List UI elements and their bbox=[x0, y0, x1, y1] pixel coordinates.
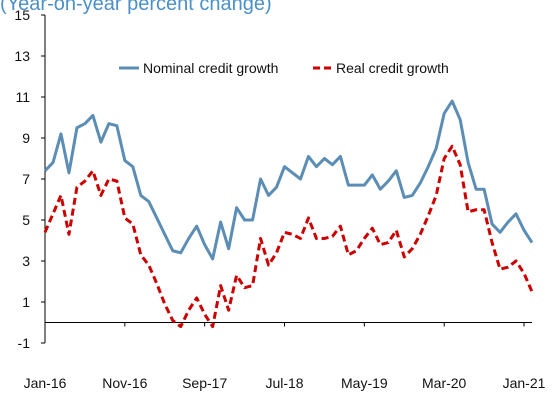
legend-nominal-credit-growth: Nominal credit growth bbox=[119, 60, 278, 76]
y-tick-label: -1 bbox=[18, 335, 31, 351]
legend-layer: Nominal credit growth Real credit growth bbox=[119, 60, 449, 76]
legend-real-credit-growth: Real credit growth bbox=[313, 60, 449, 76]
y-tick-label: 9 bbox=[22, 130, 30, 146]
y-tick-label: 13 bbox=[14, 48, 30, 64]
series-nominal-credit-growth bbox=[43, 99, 534, 261]
x-tick-label: Nov-16 bbox=[102, 375, 147, 391]
x-tick-label: Jul-18 bbox=[265, 375, 303, 391]
x-tick-label: Jan-16 bbox=[24, 375, 67, 391]
series-real-credit-growth bbox=[43, 144, 534, 329]
x-tick-label: Sep-17 bbox=[182, 375, 227, 391]
legend-label: Real credit growth bbox=[336, 60, 449, 76]
y-tick-label: 11 bbox=[15, 89, 30, 105]
y-tick-label: 1 bbox=[22, 294, 30, 310]
y-tick-label: 3 bbox=[22, 253, 30, 269]
chart-title: (Year-on-year percent change) bbox=[0, 0, 272, 15]
title-layer: (Year-on-year percent change) bbox=[0, 0, 272, 15]
x-tick-label: Jan-21 bbox=[503, 375, 546, 391]
legend-label: Nominal credit growth bbox=[143, 60, 278, 76]
y-tick-label: 5 bbox=[22, 212, 30, 228]
y-tick-label: 7 bbox=[22, 171, 30, 187]
series-layer bbox=[43, 99, 534, 329]
y-tick-label: 15 bbox=[14, 7, 30, 23]
x-tick-label: Mar-20 bbox=[422, 375, 467, 391]
x-tick-label: May-19 bbox=[341, 375, 388, 391]
